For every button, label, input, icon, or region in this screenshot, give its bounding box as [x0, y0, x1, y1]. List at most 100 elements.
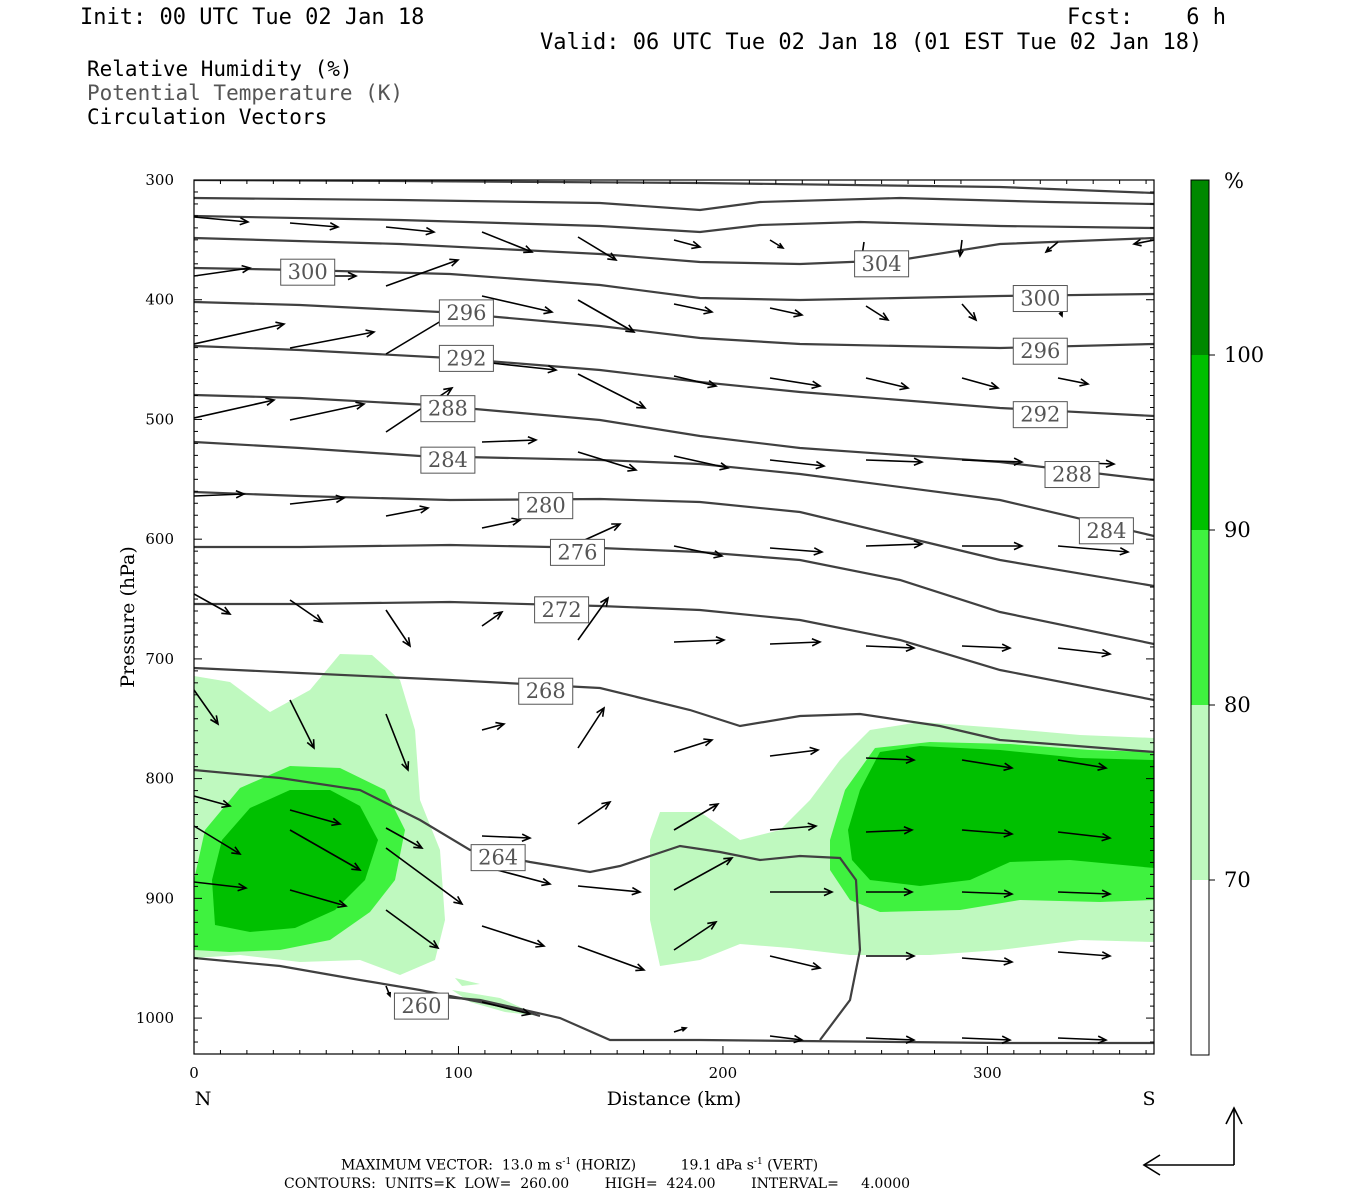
colorbar-label: 70: [1224, 868, 1251, 892]
theta-contour-316: [194, 180, 1154, 195]
vector-arrow: [1057, 951, 1112, 960]
theta-contour-284: [194, 440, 1154, 538]
vector-arrow: [481, 435, 538, 445]
vector-arrow: [385, 713, 410, 772]
svg-text:272: 272: [542, 598, 582, 622]
endpoint-right: S: [1142, 1088, 1155, 1110]
svg-text:268: 268: [526, 679, 566, 703]
vector-arrow: [865, 643, 916, 653]
theta-contour-296: [194, 300, 1154, 350]
vector-arrow: [866, 887, 914, 897]
vector-arrow: [289, 699, 315, 750]
theta-label-292: 292: [438, 344, 494, 372]
svg-text:284: 284: [428, 448, 468, 472]
vector-arrow: [385, 985, 391, 998]
svg-text:260: 260: [401, 994, 441, 1018]
x-tick-label: 100: [444, 1064, 473, 1082]
theta-contour-264: [194, 768, 862, 1041]
svg-text:304: 304: [862, 252, 902, 276]
theta-label-272: 272: [534, 596, 590, 624]
svg-text:284: 284: [1086, 519, 1126, 543]
vector-arrow: [577, 236, 618, 262]
vector-arrow: [289, 401, 366, 421]
svg-text:264: 264: [478, 846, 518, 870]
theta-label-300: 300: [280, 258, 336, 286]
vector-arrow: [865, 1035, 916, 1045]
vector-arrow: [1057, 1035, 1108, 1045]
vector-arrow: [194, 825, 242, 856]
vector-arrow: [961, 759, 1014, 772]
vector-arrow: [673, 920, 718, 951]
vector-arrow: [957, 239, 964, 258]
y-tick-label: 600: [145, 530, 174, 548]
vector-arrow: [673, 635, 726, 645]
reference-vector-arrows: [1142, 1106, 1243, 1176]
forecast-hour: Fcst: 6 h: [1067, 5, 1226, 30]
theta-label-276: 276: [549, 538, 605, 566]
contour-info: CONTOURS: UNITS=K LOW= 260.00 HIGH= 424.…: [284, 1176, 911, 1192]
vector-arrow: [673, 738, 714, 753]
vector-arrow: [194, 264, 252, 277]
colorbar-label: 90: [1224, 518, 1251, 542]
y-tick-label: 700: [145, 650, 174, 668]
vector-arrow: [481, 361, 558, 374]
theta-label-280: 280: [518, 492, 574, 520]
colorbar-unit: %: [1224, 169, 1244, 193]
vector-arrow: [194, 397, 276, 419]
theta-label-288: 288: [420, 395, 476, 423]
vector-arrow: [194, 881, 248, 892]
vector-arrow: [1057, 889, 1112, 899]
vector-arrow: [865, 377, 910, 391]
svg-text:300: 300: [1020, 287, 1060, 311]
vector-arrow: [289, 809, 342, 827]
theta-label-284: 284: [1078, 517, 1134, 545]
vector-arrow: [673, 239, 702, 250]
rh-70-blob: [455, 978, 480, 986]
vector-arrow: [961, 1035, 1012, 1045]
vector-arrow: [866, 951, 916, 961]
theta-contour-surface: [419, 993, 1154, 1045]
vector-arrow: [194, 216, 250, 226]
vector-arrow: [385, 258, 460, 287]
vector-arrow: [865, 457, 924, 467]
vector-arrow: [577, 945, 646, 972]
svg-text:276: 276: [557, 540, 597, 564]
vector-arrow: [673, 455, 730, 471]
vector-arrow: [194, 795, 232, 809]
vector-arrow: [961, 889, 1014, 899]
legend-rh: Relative Humidity (%): [87, 57, 353, 81]
vector-arrow: [673, 545, 724, 559]
endpoint-left: N: [195, 1088, 212, 1110]
vector-arrow: [1057, 377, 1090, 387]
vector-arrow: [962, 541, 1024, 551]
theta-contour-304: [194, 236, 1154, 266]
axes: 0 100 200 300 300 400 500 600 700 800 900 1000: [136, 171, 1154, 1082]
vector-arrow: [1057, 831, 1112, 842]
vector-arrow: [865, 539, 924, 549]
vector-arrow: [769, 459, 826, 470]
colorbar-70: [1191, 705, 1209, 880]
vector-arrow: [385, 827, 424, 849]
vector-arrow: [961, 829, 1014, 838]
vector-arrow: [194, 689, 220, 726]
vector-arrow: [289, 329, 376, 349]
vector-arrow: [769, 955, 822, 971]
svg-text:280: 280: [526, 494, 566, 518]
theta-label-296: 296: [438, 299, 494, 327]
x-tick-label: 300: [973, 1064, 1002, 1082]
vector-arrow: [289, 494, 346, 505]
vector-arrow: [577, 451, 638, 472]
vector-arrow: [865, 305, 890, 322]
y-tick-label: 800: [145, 770, 174, 788]
vector-arrow: [481, 517, 522, 529]
theta-contour-312: [194, 196, 1154, 212]
theta-label-300: 300: [1012, 285, 1068, 313]
x-tick-label: 0: [189, 1064, 199, 1082]
init-time: Init: 00 UTC Tue 02 Jan 18: [80, 5, 425, 30]
vector-arrow: [961, 957, 1014, 966]
y-tick-label: 400: [145, 291, 174, 309]
theta-contour-300: [194, 266, 1154, 302]
y-tick-label: 900: [145, 889, 174, 907]
vector-arrow: [481, 721, 506, 731]
colorbar-90: [1191, 355, 1209, 530]
